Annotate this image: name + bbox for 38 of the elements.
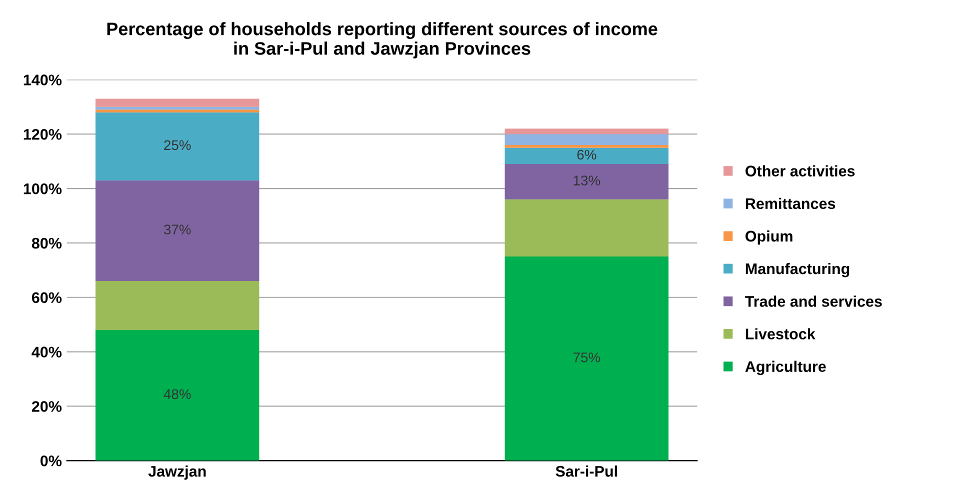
chart-title: Percentage of households reporting different sources of income in Sar-i-Pul and Jawzjan Provinces: [107, 22, 658, 58]
bar: [96, 112, 260, 180]
y-tick-label: 100%: [24, 183, 62, 194]
y-tick-label: 60%: [32, 292, 62, 304]
bar: [96, 110, 260, 112]
legend-label: Manufacturing: [746, 262, 850, 278]
bar: [504, 199, 668, 257]
bar: [96, 281, 260, 330]
bar: [504, 128, 668, 134]
bar: [96, 106, 260, 110]
legend-label: Livestock: [746, 328, 816, 340]
y-tick-label: 20%: [32, 401, 62, 412]
bar: [504, 148, 668, 164]
data-label: 6%: [577, 150, 596, 160]
bar: [96, 98, 260, 107]
data-label: 25%: [164, 140, 191, 150]
data-label: 13%: [574, 176, 600, 186]
x-tick-label: Sar-i-Pul: [556, 466, 617, 477]
y-tick-label: 0%: [40, 456, 62, 466]
y-tick-label: 120%: [24, 128, 62, 140]
y-tick-label: 40%: [32, 346, 62, 358]
x-tick-label: Jawzjan: [148, 466, 206, 480]
legend-label: Other activities: [746, 165, 855, 176]
legend-label: Agriculture: [745, 360, 826, 376]
legend-label: Trade and services: [745, 296, 882, 307]
bar: [504, 144, 668, 148]
bar: [96, 180, 260, 282]
y-tick-label: 80%: [32, 238, 62, 249]
legend-label: Opium: [746, 230, 792, 245]
bar: [504, 164, 668, 200]
data-label: 37%: [164, 224, 191, 234]
bar: [504, 134, 668, 145]
bar: [504, 256, 668, 461]
y-tick-label: 140%: [24, 74, 62, 86]
legend-label: Remittances: [746, 198, 836, 210]
bar: [96, 330, 260, 461]
data-label: 75%: [573, 352, 600, 362]
data-label: 48%: [164, 389, 191, 400]
